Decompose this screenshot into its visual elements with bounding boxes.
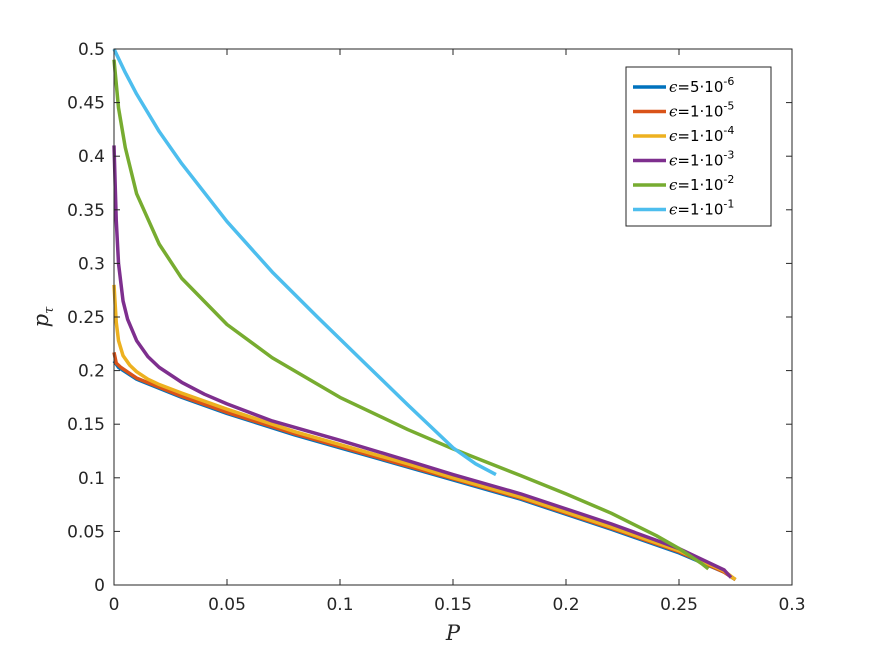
legend-entry-2: ϵ=1·10-5	[669, 100, 734, 121]
series-line-5	[112, 59, 710, 571]
x-tick-label: 0.3	[778, 595, 805, 615]
y-tick-label: 0.2	[78, 362, 105, 382]
ticks-layer: 0 0.05 0.1 0.15 0.2 0.25 0.3 0 0.05 0.1 0.15 0.2 0.2…	[67, 40, 805, 615]
legend: ϵ=5·10-6 ϵ=1·10-5 ϵ=1·10-4 ϵ=1·10-3 ϵ=1·10-2…	[625, 66, 772, 227]
y-axis-label-main: p	[29, 314, 53, 327]
x-tick-label: 0.15	[434, 595, 472, 615]
legend-items: ϵ=5·10-6 ϵ=1·10-5 ϵ=1·10-4 ϵ=1·10-3 ϵ=1·10-2…	[633, 75, 734, 219]
x-tick-label: 0.1	[326, 595, 353, 615]
y-tick-label: 0.15	[67, 415, 105, 435]
legend-entry-5: ϵ=1·10-2	[669, 173, 734, 194]
y-axis-label: pτ	[29, 306, 57, 327]
series-line-4	[112, 145, 733, 579]
y-tick-label: 0.4	[78, 147, 105, 167]
y-tick-label: 0.35	[67, 201, 105, 221]
legend-box	[625, 66, 772, 227]
x-tick-label: 0.2	[552, 595, 579, 615]
legend-entry-4: ϵ=1·10-3	[669, 149, 734, 170]
x-axis-label: P	[445, 621, 461, 645]
series-line-6	[112, 48, 497, 477]
y-tick-label: 0.3	[78, 254, 105, 274]
legend-entry-1: ϵ=5·10-6	[669, 75, 734, 96]
y-tick-label: 0.45	[67, 94, 105, 114]
y-tick-label: 0.25	[67, 308, 105, 328]
legend-entry-3: ϵ=1·10-4	[669, 124, 734, 145]
y-tick-label: 0.05	[67, 522, 105, 542]
x-tick-label: 0.25	[660, 595, 698, 615]
series-line-3	[112, 284, 737, 582]
legend-entry-6: ϵ=1·10-1	[669, 198, 734, 219]
y-axis-label-subscript: τ	[42, 306, 57, 314]
series-layer	[112, 48, 737, 582]
y-tick-label: 0.1	[78, 469, 105, 489]
y-tick-label: 0	[94, 576, 105, 596]
y-tick-label: 0.5	[78, 40, 105, 60]
x-tick-label: 0	[109, 595, 120, 615]
x-tick-label: 0.05	[208, 595, 246, 615]
